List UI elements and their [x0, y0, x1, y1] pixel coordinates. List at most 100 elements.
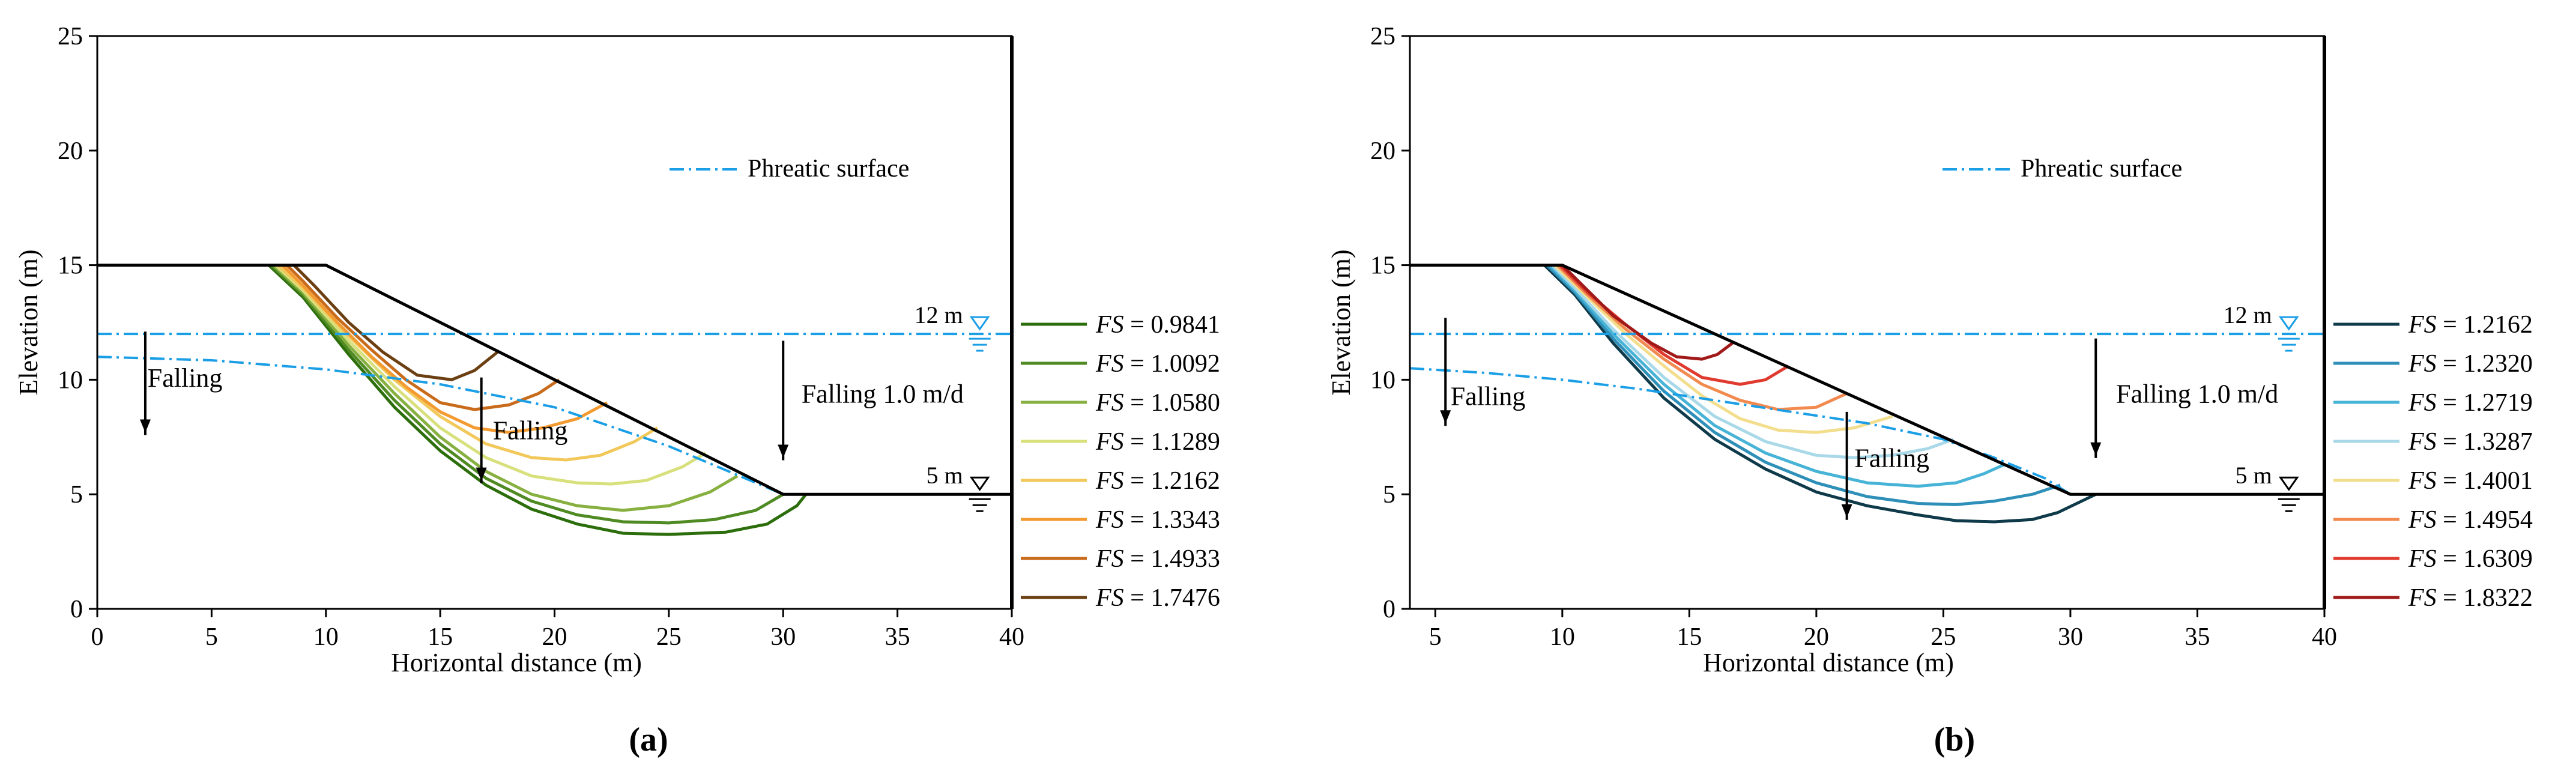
panel-a: 0 5 10 15 20 25 30 35 40 0 5 10 15 20 25 12 m 5 m Fallin…: [14, 23, 1220, 758]
panel-b-series-2: [1548, 264, 2005, 488]
panel-b-annotation-0: Falling: [1451, 381, 1526, 411]
panel-a-x-tick-label-7: 35: [885, 623, 910, 651]
panel-b-annotation-2: Falling 1.0 m/d: [2116, 379, 2278, 409]
panel-a-legend-entry-7: FS = 1.7476: [1095, 584, 1220, 612]
panel-a-y-tick-label-2: 10: [58, 366, 83, 394]
panel-b-phreatic-legend: Phreatic surface: [1943, 155, 2182, 183]
panel-a-y-tick-label-4: 20: [58, 138, 83, 165]
panel-b-legend-entry-0: FS = 1.2162: [2408, 311, 2533, 339]
panel-a-water-level-upper-icon: [969, 316, 991, 352]
panel-a-y-tick-label-1: 5: [70, 481, 83, 509]
panel-b-x-tick-label-6: 35: [2184, 623, 2210, 651]
panel-b-y-tick-label-1: 5: [1383, 481, 1395, 509]
panel-b-legend-entry-3: FS = 1.3287: [2408, 428, 2533, 456]
panel-a-legend-entry-1: FS = 1.0092: [1095, 350, 1220, 378]
panel-a-series-1: [270, 264, 784, 525]
panel-a-phreatic-legend: Phreatic surface: [670, 155, 909, 183]
panel-b-legend-entry-5: FS = 1.4954: [2408, 506, 2533, 534]
panel-b-legend-entry-1: FS = 1.2320: [2408, 350, 2533, 378]
panel-b-series: 12 m 5 m Falling Falling Falling 1.0 m/d: [1409, 264, 2324, 524]
panel-b: 5 10 15 20 25 30 35 40 0 5 10 15 20 25 12 m 5 m Falling…: [1326, 23, 2533, 758]
panel-b-annotation-1: Falling: [1854, 443, 1929, 473]
panel-a-overlay: FS = 0.9841 FS = 1.0092 FS = 1.0580 FS = 1.…: [14, 35, 1220, 758]
panel-a-annotation-0: Falling: [148, 363, 223, 393]
panel-a-phreatic-legend-label: Phreatic surface: [748, 155, 909, 183]
panel-a-y-axis-label: Elevation (m): [14, 249, 43, 395]
panel-a-x-tick-label-0: 0: [91, 623, 104, 651]
panel-a-legend-entry-0: FS = 0.9841: [1095, 311, 1220, 339]
panel-b-legend-entry-2: FS = 1.2719: [2408, 389, 2533, 417]
panel-a-series: 12 m 5 m Falling Falling Falling 1.0 m/d: [97, 264, 1012, 536]
panel-b-label: (b): [1934, 721, 1975, 758]
panel-b-x-tick-label-3: 20: [1804, 623, 1829, 651]
panel-a-series-4: [277, 264, 659, 462]
panel-b-overlay: FS = 1.2162 FS = 1.2320 FS = 1.2719 FS = 1.…: [1326, 35, 2533, 758]
panel-b-legend-entry-7: FS = 1.8322: [2408, 584, 2533, 612]
panel-b-phreatic-lower: [1409, 367, 2324, 496]
panel-b-plot-frame: [1409, 35, 2326, 610]
panel-a-series-3: [274, 264, 707, 486]
panel-b-legend: FS = 1.2162 FS = 1.2320 FS = 1.2719 FS = 1.…: [2333, 311, 2533, 612]
panel-b-y-axis-label: Elevation (m): [1326, 249, 1356, 395]
panel-b-series-3: [1551, 264, 1955, 459]
panel-a-x-tick-label-5: 25: [656, 623, 682, 651]
panel-b-y-tick-label-5: 25: [1370, 23, 1395, 50]
panel-a-x-tick-label-4: 20: [542, 623, 567, 651]
panel-a-x-axis-label: Horizontal distance (m): [391, 648, 642, 677]
panel-b-axes: 5 10 15 20 25 30 35 40 0 5 10 15 20 25: [1370, 23, 2337, 651]
panel-b-x-tick-label-7: 40: [2312, 623, 2337, 651]
panel-a-slope-profile: [97, 264, 1012, 496]
panel-b-legend-entry-6: FS = 1.6309: [2408, 545, 2533, 573]
panel-a-x-tick-label-2: 10: [313, 623, 339, 651]
panel-b-y-tick-label-4: 20: [1370, 138, 1395, 165]
panel-b-annotation-arrowhead-1: [1841, 504, 1852, 518]
panel-a-y-tick-label-3: 15: [58, 252, 83, 280]
panel-b-x-axis-label: Horizontal distance (m): [1703, 648, 1954, 677]
panel-a-annotation-2: Falling 1.0 m/d: [802, 379, 964, 409]
panel-a-legend: FS = 0.9841 FS = 1.0092 FS = 1.0580 FS = 1.…: [1021, 311, 1220, 612]
panel-b-series-1: [1546, 264, 2061, 506]
panel-b-phreatic-legend-label: Phreatic surface: [2021, 155, 2182, 183]
panel-b-water-level-upper-label: 12 m: [2224, 301, 2272, 328]
panel-b-water-level-lower-label: 5 m: [2236, 462, 2272, 489]
panel-a-axes: 0 5 10 15 20 25 30 35 40 0 5 10 15 20 25: [58, 23, 1024, 651]
panel-b-x-tick-label-4: 25: [1930, 623, 1956, 651]
panel-b-series-7: [1561, 264, 1734, 361]
panel-b-annotation-arrowhead-2: [2090, 442, 2102, 456]
panel-a-x-tick-label-1: 5: [205, 623, 218, 651]
panel-b-x-tick-label-0: 5: [1429, 623, 1442, 651]
panel-b-water-level-upper-icon: [2278, 316, 2300, 352]
panel-b-x-tick-label-2: 15: [1677, 623, 1702, 651]
panel-a-water-level-lower-label: 5 m: [927, 462, 963, 489]
panel-a-x-tick-label-8: 40: [999, 623, 1024, 651]
panel-a-legend-entry-4: FS = 1.2162: [1095, 467, 1220, 495]
panel-a-x-tick-label-3: 15: [428, 623, 453, 651]
panel-a-series-2: [272, 264, 739, 512]
panel-a-annotation-arrowhead-1: [476, 467, 487, 481]
panel-a-annotation-arrowhead-2: [778, 444, 789, 458]
panel-a-series-5: [281, 264, 608, 434]
panel-b-y-tick-label-3: 15: [1370, 252, 1395, 280]
panel-b-water-level-lower-icon: [2278, 476, 2300, 512]
panel-a-legend-entry-2: FS = 1.0580: [1095, 389, 1220, 417]
panel-a-plot-frame: [96, 35, 1013, 610]
panel-b-annotation-arrowhead-0: [1440, 410, 1451, 424]
panel-b-y-tick-label-2: 10: [1370, 366, 1395, 394]
panel-a-legend-entry-3: FS = 1.1289: [1095, 428, 1220, 456]
panel-a-x-tick-label-6: 30: [770, 623, 796, 651]
panel-a-series-6: [286, 264, 560, 411]
panel-a-y-tick-label-5: 25: [58, 23, 83, 50]
panel-b-legend-entry-4: FS = 1.4001: [2408, 467, 2533, 495]
panel-b-y-tick-label-0: 0: [1383, 596, 1395, 623]
panel-b-series-4: [1553, 264, 1893, 434]
panel-b-series-5: [1556, 264, 1848, 411]
panel-b-series-0: [1543, 264, 2097, 524]
panel-a-water-level-upper-label: 12 m: [915, 301, 963, 328]
panel-b-x-tick-label-5: 30: [2058, 623, 2083, 651]
panel-a-y-tick-label-0: 0: [70, 596, 83, 623]
panel-a-water-level-lower-icon: [969, 476, 991, 512]
panel-a-legend-entry-6: FS = 1.4933: [1095, 545, 1220, 573]
panel-a-legend-entry-5: FS = 1.3343: [1095, 506, 1220, 534]
panel-a-series-7: [292, 264, 498, 381]
